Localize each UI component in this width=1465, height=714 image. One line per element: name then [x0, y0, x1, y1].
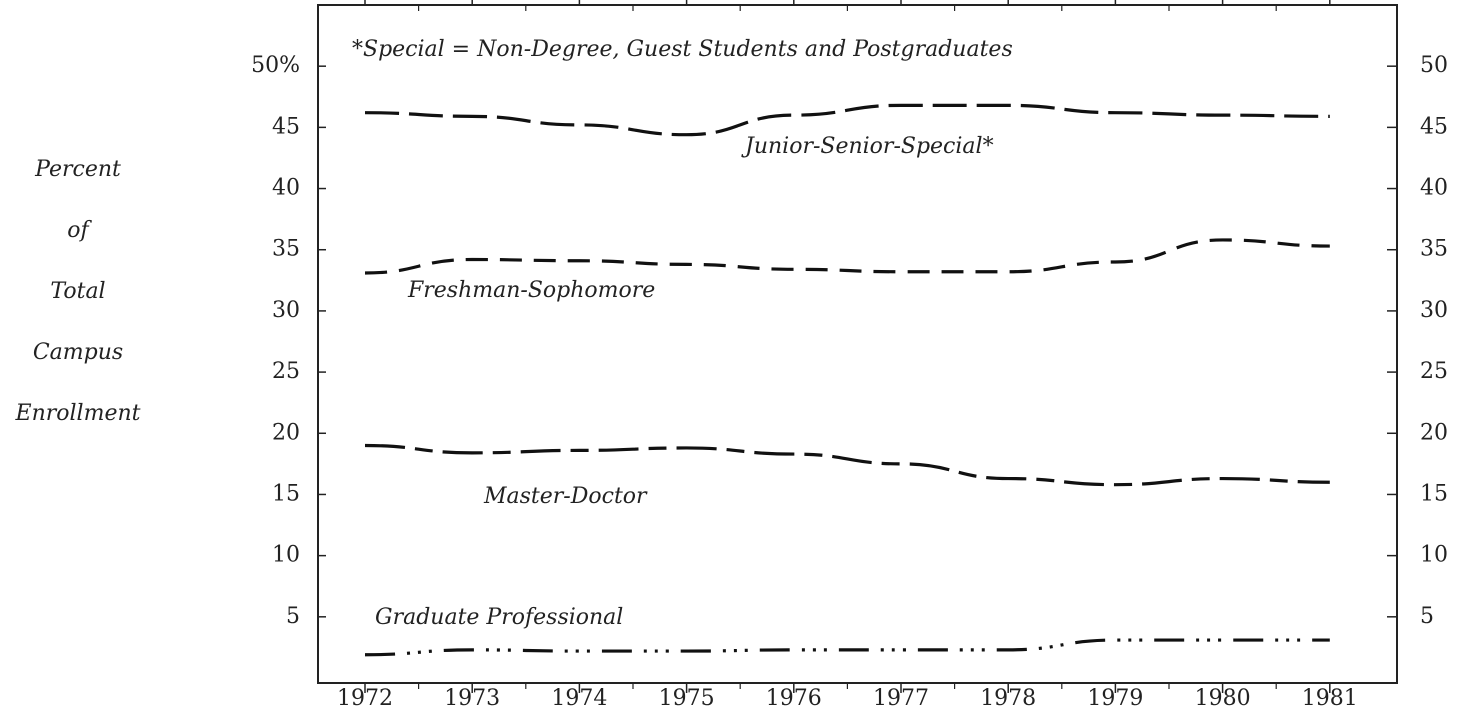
- y-tick-label: 50%: [251, 53, 300, 78]
- y-tick-label: 5: [286, 604, 300, 629]
- y-axis-label: Total: [50, 279, 105, 304]
- y2-tick-label: 45: [1420, 114, 1448, 139]
- y2-tick-label: 25: [1420, 359, 1448, 384]
- y2-tick-label: 10: [1420, 543, 1448, 568]
- y-axis-label: Campus: [33, 340, 123, 365]
- y-axis-label: of: [67, 218, 92, 243]
- y-axis-label: Percent: [34, 157, 121, 182]
- series-line: [364, 238, 1330, 275]
- y2-tick-label: 40: [1420, 176, 1448, 201]
- y2-tick-label: 50: [1420, 53, 1448, 78]
- y-tick-label: 15: [272, 481, 300, 506]
- annotation: *Special = Non-Degree, Guest Students an…: [352, 37, 1013, 62]
- y-tick-label: 25: [272, 359, 300, 384]
- series-label: Master-Doctor: [483, 484, 648, 509]
- y-tick-label: 10: [272, 543, 300, 568]
- series-label: Freshman-Sophomore: [407, 278, 655, 303]
- plot-frame: [317, 4, 1398, 684]
- series-line: [364, 103, 1330, 137]
- y2-tick-label: 15: [1420, 481, 1448, 506]
- y-tick-label: 30: [272, 298, 300, 323]
- y-tick-label: 40: [272, 176, 300, 201]
- y2-tick-label: 30: [1420, 298, 1448, 323]
- series-label: Junior-Senior-Special*: [741, 134, 994, 159]
- y2-tick-label: 5: [1420, 604, 1434, 629]
- y2-tick-label: 20: [1420, 420, 1448, 445]
- y-tick-label: 20: [272, 420, 300, 445]
- y2-tick-label: 35: [1420, 237, 1448, 262]
- series-label: Graduate Professional: [375, 605, 623, 630]
- y-axis-label: Enrollment: [15, 401, 141, 426]
- series-line: [364, 443, 1330, 487]
- y-tick-label: 45: [272, 114, 300, 139]
- series-line: [364, 638, 1330, 657]
- y-tick-label: 35: [272, 237, 300, 262]
